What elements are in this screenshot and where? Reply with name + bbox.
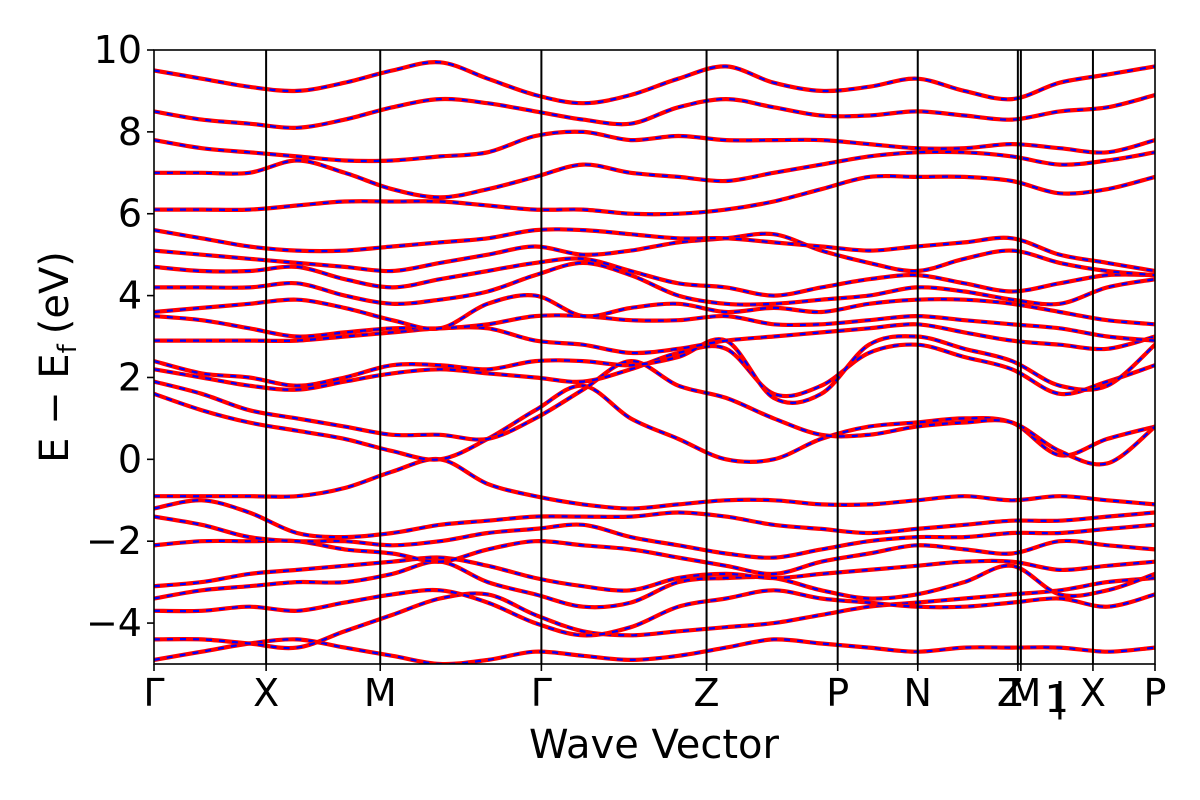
band-9-spin-up [154,383,1155,464]
x-tick-label: Z [997,671,1023,715]
x-tick-label: X [253,671,279,715]
plot-frame [153,49,1156,665]
y-tick-label: 6 [118,192,142,236]
band-16-spin-down [154,261,1155,306]
y-tick-label: 4 [118,274,142,318]
y-axis-title-main: E − E [32,353,78,463]
band-18-spin-down [154,232,1155,277]
y-tick-label: 0 [118,437,142,481]
band-20-spin-up [154,173,1155,217]
band-2-spin-up [154,587,1155,638]
x-tick-label: 1 [1045,677,1069,721]
band-7-spin-down [154,499,1155,539]
band-10-spin-up [154,358,1155,467]
band-1-spin-up [154,575,1155,651]
x-tick-label: M [364,671,397,715]
band-15-spin-up [154,293,1155,331]
x-tick-label: P [1144,671,1167,715]
x-tick-label: Γ [143,671,164,715]
band-8-spin-down [154,457,1155,510]
x-tick-label: P [826,671,849,715]
band-6-spin-down [154,515,1155,559]
y-axis-title-unit: (eV) [32,251,78,334]
y-tick-label: 2 [118,355,142,399]
x-tick-label: N [904,671,932,715]
band-19-spin-up [154,227,1155,274]
band-lines [154,60,1155,664]
band-5-spin-up [154,538,1155,577]
x-tick-label: Γ [531,671,552,715]
band-24-spin-up [154,60,1155,106]
x-tick-label: X [1080,671,1106,715]
y-axis: −4 −2 0 2 4 6 8 10 [86,28,154,645]
band-0-spin-up [154,637,1155,664]
band-9-spin-down [154,384,1155,463]
band-4-spin-up [154,555,1155,593]
y-axis-title: E − Ef (eV) [32,251,83,463]
band-8-spin-up [154,456,1155,511]
band-11-spin-down [154,343,1155,398]
y-tick-label: −4 [86,601,142,645]
x-tick-label: M [1008,671,1041,715]
y-tick-label: −2 [86,519,142,563]
band-22-spin-up [154,129,1155,164]
x-axis-title: Wave Vector [529,722,780,768]
y-axis-title-subscript: f [53,343,83,353]
y-tick-label: 8 [118,110,142,154]
x-tick-label: | [1053,675,1066,720]
x-axis: ZM 1| X PΓ X M Γ Z P N [143,664,1166,721]
band-10-spin-down [154,359,1155,466]
band-21-spin-down [154,150,1155,199]
band-1-spin-down [154,576,1155,650]
band-17-spin-down [154,257,1155,297]
band-3-spin-up [154,559,1155,610]
band-23-spin-down [154,93,1155,129]
high-symmetry-lines [265,50,1094,664]
y-tick-label: 10 [94,28,142,72]
band-13-spin-up [154,322,1155,356]
band-12-spin-down [154,335,1155,404]
band-14-spin-up [154,313,1155,343]
x-tick-label: Z [694,671,720,715]
